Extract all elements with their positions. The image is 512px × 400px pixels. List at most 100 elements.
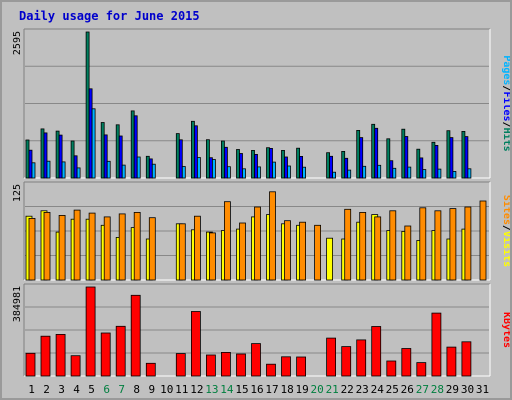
bar-sites-day-17 [269, 191, 276, 281]
x-tick-label: 20 [310, 383, 323, 396]
bar-sites-day-24 [374, 216, 382, 281]
bar-hits-day-22 [341, 150, 346, 179]
x-tick-label: 9 [148, 383, 155, 396]
bar-pages-day-29 [452, 170, 457, 179]
y-series-label-part: Sites [501, 195, 510, 225]
bar-pages-day-26 [407, 166, 412, 179]
x-tick-label: 24 [371, 383, 385, 396]
bar-sites-day-18 [284, 220, 291, 281]
bar-kbytes-day-9 [145, 362, 156, 377]
bar-hits-day-15 [236, 149, 240, 179]
bar-sites-day-15 [239, 222, 246, 281]
y-max-label: 2595 [12, 31, 23, 55]
bar-hits-day-3 [55, 130, 60, 179]
bar-hits-day-27 [416, 148, 421, 179]
bar-hits-day-11 [175, 133, 180, 179]
bar-kbytes-day-27 [416, 362, 427, 377]
bar-hits-day-21 [326, 152, 331, 179]
x-tick-label: 10 [160, 383, 173, 396]
bar-kbytes-day-5 [85, 286, 96, 377]
x-tick-label: 7 [118, 383, 125, 396]
bar-sites-day-22 [344, 208, 352, 281]
bar-pages-day-2 [46, 160, 51, 179]
x-tick-label: 22 [341, 383, 354, 396]
bar-kbytes-day-30 [461, 341, 472, 377]
bar-files-day-19 [299, 155, 304, 179]
bar-kbytes-day-13 [205, 354, 216, 377]
bar-sites-day-3 [58, 214, 66, 281]
bar-sites-day-9 [148, 217, 156, 281]
bar-hits-day-26 [401, 128, 406, 179]
bar-kbytes-day-28 [431, 312, 442, 377]
bar-files-day-18 [284, 156, 288, 179]
bar-files-day-12 [193, 125, 198, 179]
bar-files-day-13 [208, 157, 213, 179]
bar-hits-day-19 [296, 147, 301, 179]
x-tick-label: 18 [280, 383, 293, 396]
bar-hits-day-4 [70, 140, 75, 179]
bar-pages-day-5 [91, 108, 96, 179]
y-series-label: Pages/Files/Hits [501, 55, 510, 151]
bar-pages-day-12 [196, 157, 201, 179]
x-tick-label: 5 [88, 383, 95, 396]
bar-kbytes-day-1 [25, 352, 36, 377]
panel-hits-files-pages: 2595 Pages/Files/Hits [12, 28, 510, 179]
bar-sites-day-20 [314, 224, 322, 281]
bar-hits-day-9 [145, 155, 150, 179]
chart-title: Daily usage for June 2015 [19, 9, 200, 23]
bar-kbytes-day-3 [55, 333, 66, 377]
bar-sites-day-4 [73, 209, 81, 281]
bar-hits-day-28 [431, 141, 436, 179]
bar-hits-day-18 [281, 149, 285, 179]
bar-kbytes-day-11 [175, 353, 186, 377]
bar-files-day-21 [329, 155, 334, 179]
bar-files-day-1 [28, 149, 33, 179]
bar-sites-day-14 [223, 201, 231, 281]
y-series-label-part: / [501, 225, 510, 231]
bar-files-day-15 [239, 153, 243, 179]
bar-hits-day-1 [25, 139, 30, 179]
x-tick-label: 23 [356, 383, 369, 396]
bar-files-day-3 [58, 134, 63, 179]
x-tick-label: 4 [73, 383, 80, 396]
x-tick-label: 8 [133, 383, 140, 396]
bar-sites-day-28 [434, 210, 442, 281]
bar-files-day-11 [178, 139, 183, 179]
bar-pages-day-19 [302, 166, 307, 179]
bar-pages-day-13 [211, 159, 216, 179]
bar-files-day-14 [223, 146, 228, 179]
bar-hits-day-30 [461, 130, 466, 179]
x-tick-label: 31 [476, 383, 489, 396]
bar-sites-day-26 [404, 225, 412, 281]
bar-sites-day-30 [464, 206, 472, 281]
bar-files-day-26 [404, 136, 409, 179]
bar-files-day-29 [449, 137, 454, 179]
panel-visits-sites: 125 Sites/Visits [12, 181, 510, 281]
bar-kbytes-day-18 [281, 356, 291, 377]
bar-hits-day-17 [266, 147, 270, 179]
x-tick-label: 21 [326, 383, 339, 396]
bar-files-day-7 [118, 135, 123, 179]
bar-files-day-28 [434, 144, 439, 179]
chart-panels: 2595Pages/Files/Hits125Sites/Visits38498… [12, 28, 510, 377]
bar-pages-day-22 [347, 169, 352, 179]
bar-kbytes-day-16 [251, 343, 261, 377]
bar-kbytes-day-2 [40, 335, 51, 377]
bar-sites-day-8 [133, 211, 141, 281]
bar-kbytes-day-14 [220, 351, 231, 377]
bar-pages-day-9 [151, 163, 156, 179]
x-tick-label: 1 [28, 383, 35, 396]
bar-pages-day-24 [377, 164, 382, 179]
x-tick-label: 3 [58, 383, 65, 396]
bar-sites-day-29 [449, 208, 457, 281]
bar-pages-day-6 [106, 160, 111, 179]
bar-kbytes-day-25 [386, 360, 397, 377]
bar-pages-day-14 [226, 166, 231, 179]
x-tick-label: 12 [190, 383, 203, 396]
bar-sites-day-1 [28, 217, 36, 281]
bar-pages-day-3 [61, 161, 66, 179]
bar-kbytes-day-17 [266, 363, 276, 377]
bar-pages-day-16 [257, 166, 261, 179]
bar-sites-day-6 [103, 216, 111, 281]
bar-kbytes-day-26 [401, 348, 412, 377]
